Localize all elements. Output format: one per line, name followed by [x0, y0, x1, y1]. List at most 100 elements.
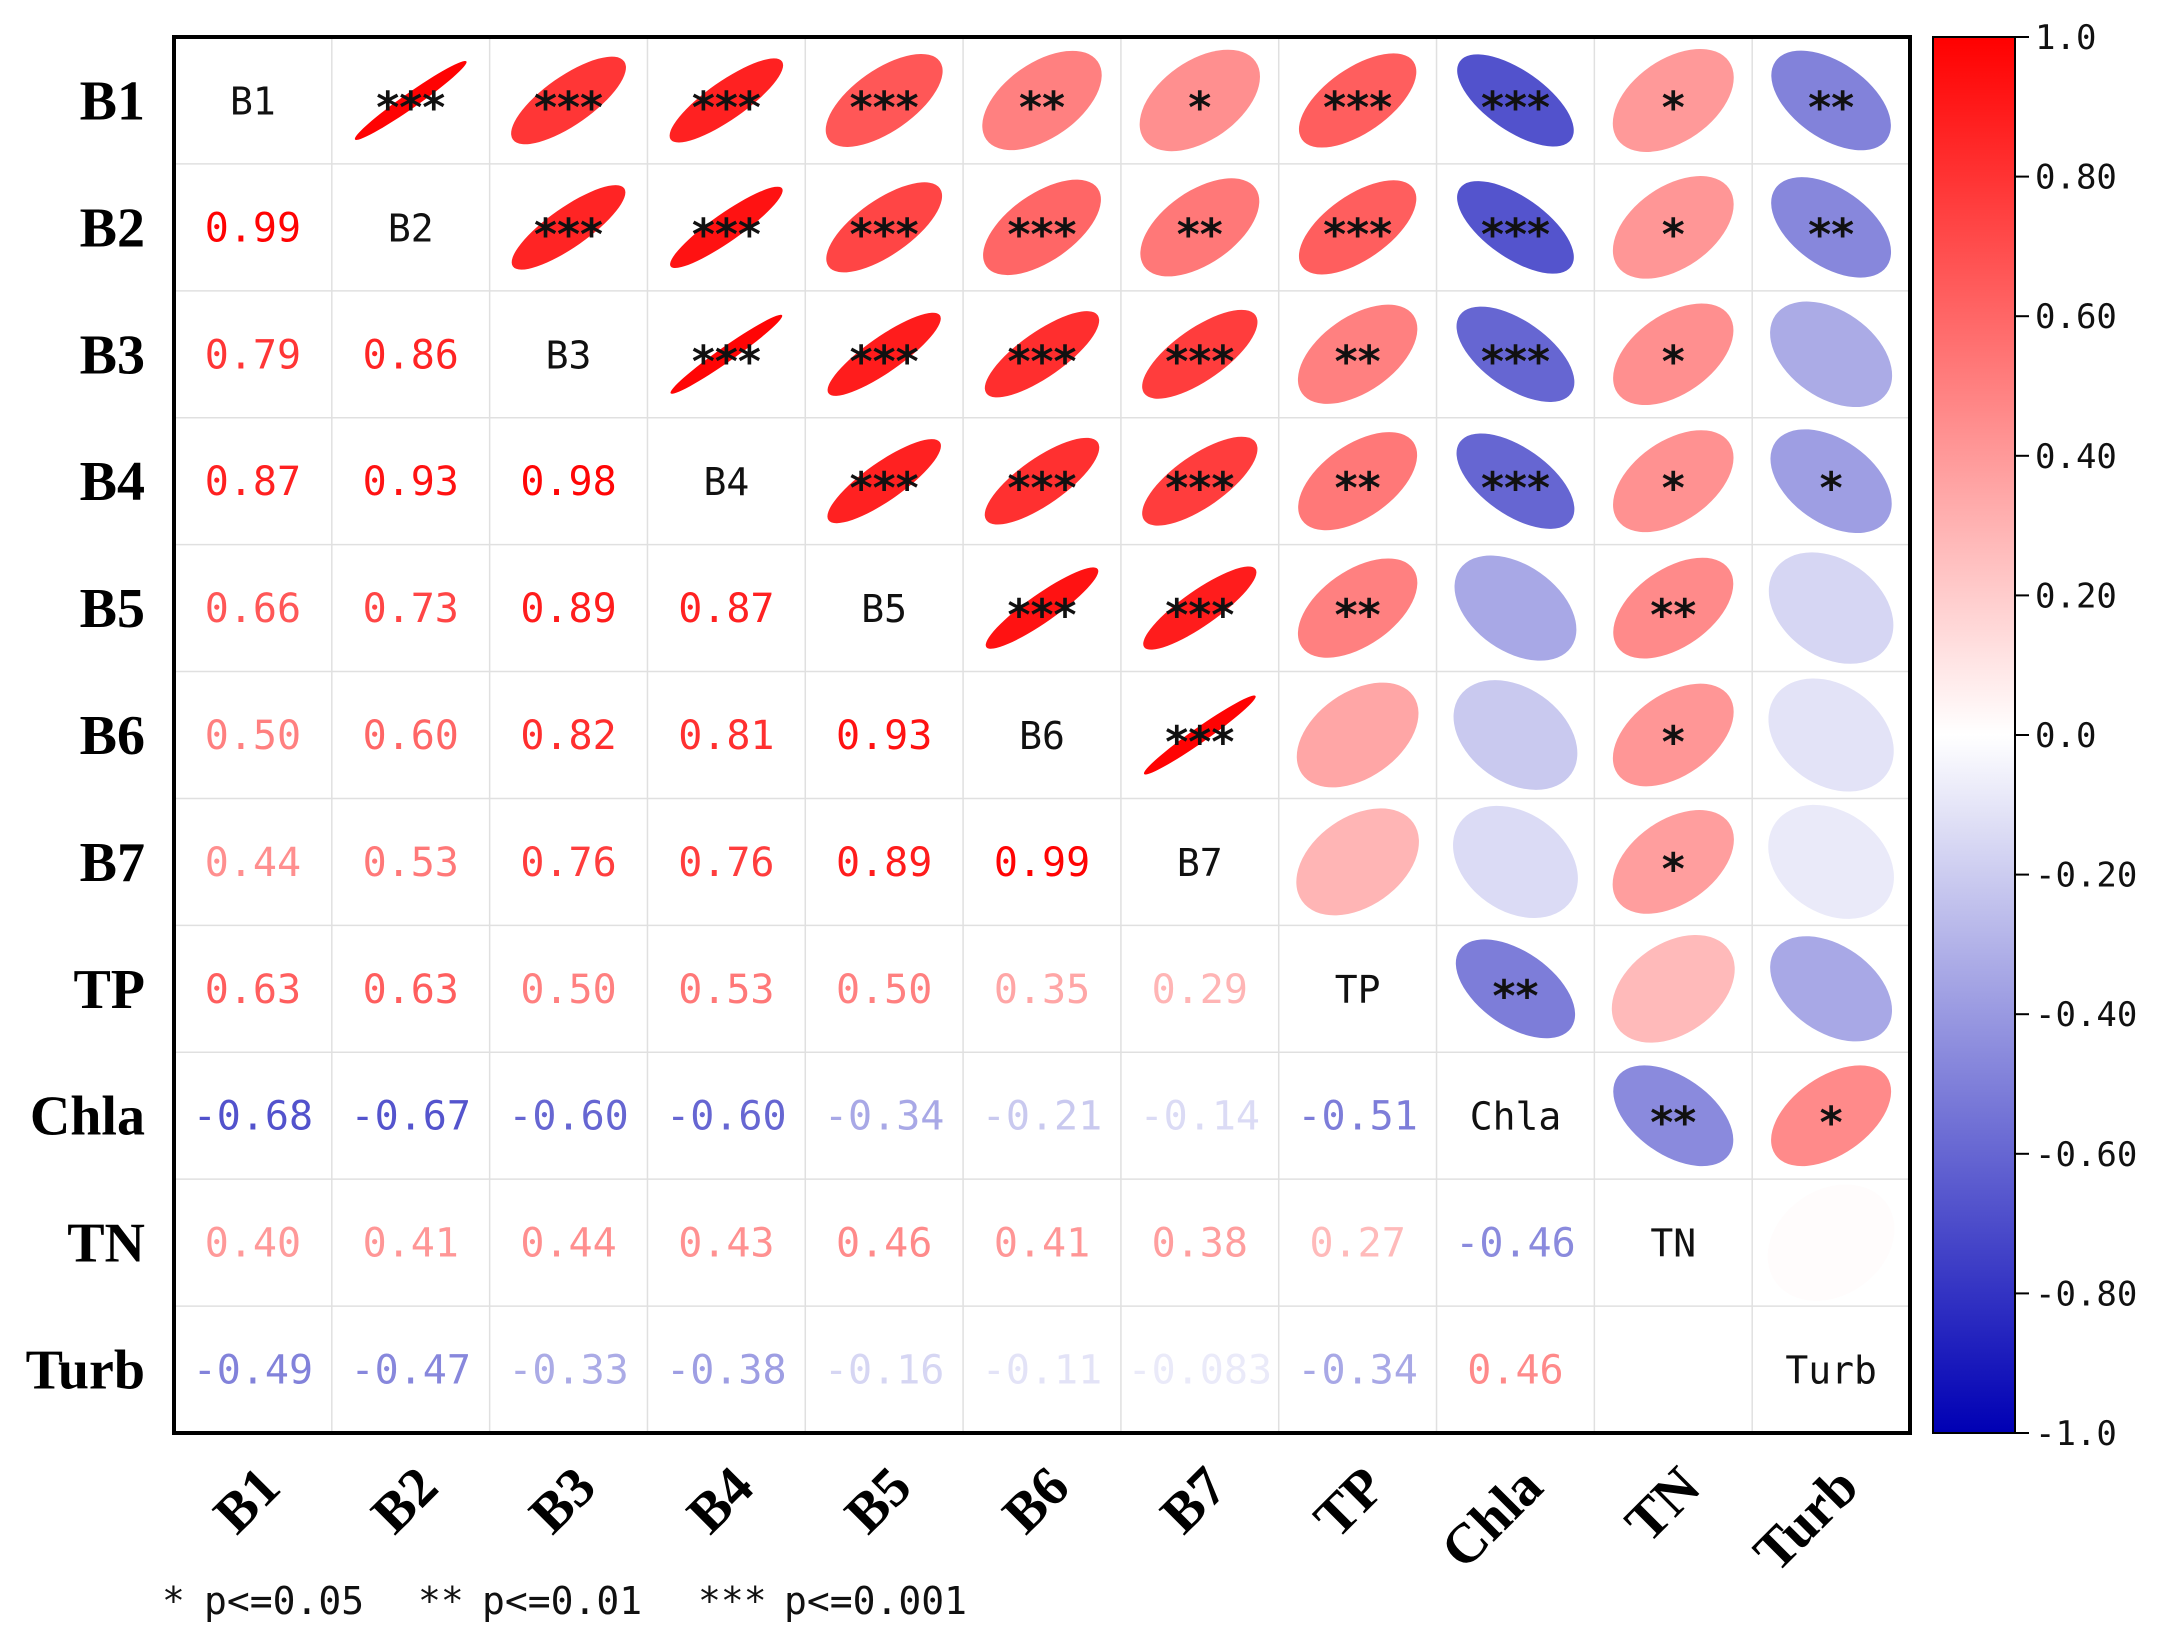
correlation-value: 0.35	[994, 967, 1090, 1013]
diagonal-label: B3	[546, 333, 592, 377]
colorbar-tick-label: -1.0	[2035, 1414, 2117, 1454]
correlation-ellipse	[511, 185, 626, 270]
legend-stars: *	[162, 1579, 185, 1623]
correlation-ellipse	[1771, 177, 1892, 278]
significance-stars: ***	[850, 463, 919, 514]
legend-label: p<=0.001	[784, 1579, 967, 1623]
significance-stars: ***	[1481, 209, 1550, 260]
correlation-value: 0.40	[205, 1221, 301, 1267]
correlation-value: 0.38	[1152, 1221, 1248, 1267]
correlation-ellipse	[1771, 1065, 1892, 1167]
correlation-ellipse	[825, 53, 943, 147]
significance-stars: ***	[376, 82, 445, 133]
legend-label: p<=0.01	[482, 1579, 642, 1623]
colorbar-tick-label: 0.20	[2035, 576, 2117, 616]
significance-stars: **	[1650, 590, 1696, 641]
correlation-ellipse	[1768, 552, 1894, 664]
significance-stars: ***	[1481, 463, 1550, 514]
correlation-value: 0.98	[520, 459, 616, 505]
correlation-ellipse	[1768, 804, 1894, 919]
correlation-value: 0.63	[363, 967, 459, 1013]
diagonal-label: Chla	[1470, 1095, 1562, 1139]
correlation-value: -0.60	[666, 1094, 786, 1140]
correlation-ellipse	[1612, 683, 1734, 787]
matrix-cells: B1 *** *** *** *** ** * *** *** * **0.99 B2 *** *** **…	[193, 48, 1895, 1394]
correlation-ellipse	[984, 437, 1100, 525]
correlation-ellipse	[1768, 678, 1894, 792]
significance-stars: ***	[1165, 717, 1234, 768]
significance-stars: **	[1492, 971, 1538, 1022]
column-label: B2	[360, 1455, 450, 1545]
correlation-value: 0.82	[520, 713, 616, 759]
correlation-value: -0.68	[193, 1094, 313, 1140]
correlation-value: -0.34	[824, 1094, 944, 1140]
correlation-ellipse	[982, 50, 1102, 151]
significance-stars: *	[1662, 209, 1685, 260]
significance-stars: **	[1335, 590, 1381, 641]
significance-stars: *	[1662, 336, 1685, 387]
significance-stars: ***	[1165, 463, 1234, 514]
correlation-value: 0.76	[520, 840, 616, 886]
correlation-value: 0.99	[205, 205, 301, 251]
row-label: B2	[80, 197, 145, 259]
correlation-value: 0.63	[205, 967, 301, 1013]
correlation-ellipse	[670, 314, 783, 394]
column-label: Chla	[1429, 1455, 1554, 1580]
column-label: B5	[833, 1455, 923, 1545]
colorbar-tick-label: 0.60	[2035, 297, 2117, 337]
significance-stars: *	[1820, 1098, 1843, 1149]
column-label: Turb	[1742, 1455, 1870, 1583]
correlation-value: 0.87	[678, 586, 774, 632]
significance-stars: ***	[850, 336, 919, 387]
significance-legend: * p<=0.05 ** p<=0.01 *** p<=0.001	[162, 1579, 967, 1623]
significance-stars: ***	[850, 82, 919, 133]
correlation-ellipse	[1296, 808, 1419, 916]
correlation-value: 0.99	[994, 840, 1090, 886]
correlation-value: -0.38	[666, 1348, 786, 1394]
correlation-ellipse	[1139, 49, 1260, 152]
significance-stars: *	[1662, 82, 1685, 133]
correlation-ellipse	[1454, 555, 1577, 661]
correlation-ellipse	[1612, 810, 1734, 914]
significance-stars: ***	[1007, 209, 1076, 260]
correlation-ellipse	[1453, 805, 1578, 918]
colorbar-tick-label: -0.40	[2035, 995, 2137, 1035]
legend-stars: **	[418, 1579, 464, 1623]
significance-stars: ***	[1323, 82, 1392, 133]
correlation-value: -0.47	[351, 1348, 471, 1394]
row-label: B4	[80, 451, 145, 513]
correlation-ellipse	[826, 182, 943, 273]
correlation-ellipse	[1453, 680, 1578, 790]
correlation-ellipse	[827, 312, 941, 396]
significance-stars: ***	[692, 336, 761, 387]
correlation-ellipse	[1613, 1065, 1734, 1167]
correlation-ellipse	[1767, 1184, 1895, 1301]
correlation-ellipse	[1613, 557, 1734, 659]
correlation-value: 0.76	[678, 840, 774, 886]
correlation-value: 0.50	[205, 713, 301, 759]
correlation-value: -0.51	[1297, 1094, 1417, 1140]
correlation-value: 0.27	[1309, 1221, 1405, 1267]
significance-stars: **	[1177, 209, 1223, 260]
significance-stars: **	[1335, 336, 1381, 387]
correlation-value: -0.34	[1297, 1348, 1417, 1394]
correlation-value: -0.21	[982, 1094, 1102, 1140]
correlation-ellipse	[1613, 430, 1734, 533]
correlation-ellipse	[1457, 181, 1574, 274]
correlation-value: -0.49	[193, 1348, 313, 1394]
column-label: B6	[991, 1455, 1081, 1545]
correlation-value: 0.44	[205, 840, 301, 886]
significance-stars: ***	[850, 209, 919, 260]
diagonal-label: B5	[861, 587, 907, 631]
significance-stars: ***	[534, 82, 603, 133]
correlation-value: 0.73	[363, 586, 459, 632]
significance-stars: ***	[1481, 82, 1550, 133]
colorbar-gradient	[1932, 36, 2016, 1434]
correlation-value: 0.93	[836, 713, 932, 759]
correlation-ellipse	[1298, 53, 1417, 148]
correlation-value: 0.50	[520, 967, 616, 1013]
colorbar-tick-label: -0.60	[2035, 1135, 2137, 1175]
significance-stars: ***	[1481, 336, 1550, 387]
correlation-ellipse	[1457, 54, 1574, 147]
correlation-ellipse	[1456, 306, 1575, 402]
